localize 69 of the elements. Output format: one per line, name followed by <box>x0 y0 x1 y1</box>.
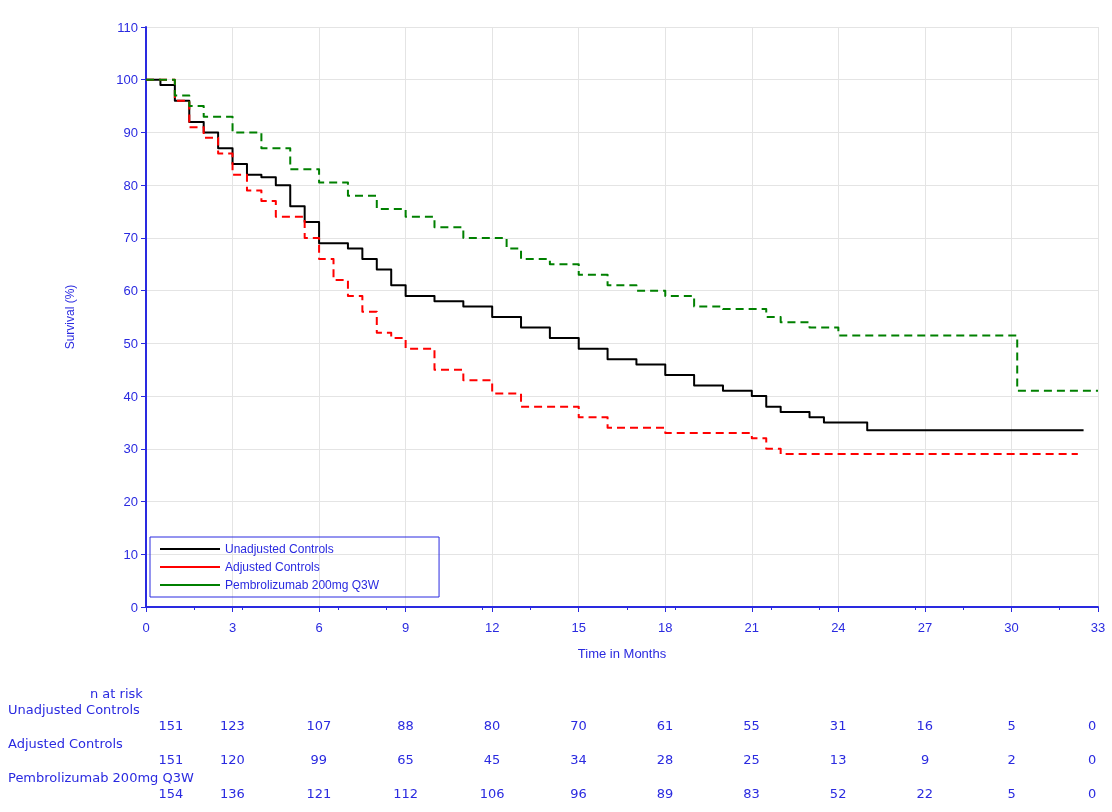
x-tick-label: 24 <box>831 620 846 635</box>
text: 136 <box>220 786 245 801</box>
text: n at risk <box>90 686 143 701</box>
x-tick-label: 33 <box>1090 620 1106 635</box>
text: Pembrolizumab 200mg Q3W <box>8 770 194 785</box>
y-tick-label: 10 <box>123 546 138 562</box>
text: 89 <box>656 786 674 801</box>
text: 112 <box>393 786 418 801</box>
legend-label: Adjusted Controls <box>225 560 320 574</box>
text: 0 <box>1088 752 1097 767</box>
text: Adjusted Controls <box>8 736 123 751</box>
text: 16 <box>916 718 933 733</box>
text: 13 <box>829 752 847 767</box>
text: 106 <box>479 786 505 801</box>
y-axis-title: Survival (%) <box>63 284 77 350</box>
text: 61 <box>656 718 674 733</box>
y-tick-label: 60 <box>123 283 138 299</box>
text: 34 <box>570 752 587 767</box>
x-tick-label: 12 <box>484 620 500 635</box>
text: 70 <box>570 718 587 733</box>
text: 107 <box>306 718 332 733</box>
text: 22 <box>916 786 933 801</box>
x-tick-label: 15 <box>571 620 586 635</box>
y-tick-label: 30 <box>123 441 138 457</box>
text: 65 <box>397 752 414 767</box>
text: 55 <box>743 718 760 733</box>
x-tick-label: 0 <box>142 620 150 635</box>
text: 45 <box>483 752 501 767</box>
text: 88 <box>397 718 414 733</box>
text: 123 <box>220 718 245 733</box>
text: 80 <box>483 718 501 733</box>
text: 28 <box>656 752 674 767</box>
x-tick-label: 30 <box>1004 620 1019 635</box>
legend-label: Unadjusted Controls <box>225 542 334 556</box>
x-tick-label: 6 <box>315 620 323 635</box>
text: 0 <box>1088 718 1097 733</box>
text: 83 <box>743 786 760 801</box>
text: 151 <box>158 718 184 733</box>
x-tick-label: 18 <box>658 620 673 635</box>
y-tick-label: 90 <box>123 124 138 140</box>
x-tick-label: 21 <box>744 620 760 635</box>
y-tick-label: 50 <box>123 335 138 351</box>
x-tick-label: 9 <box>402 620 410 635</box>
text: 99 <box>310 752 328 767</box>
y-tick-label: 0 <box>130 599 138 615</box>
legend-label: Pembrolizumab 200mg Q3W <box>225 578 380 592</box>
y-tick-label: 100 <box>116 72 138 88</box>
text: 2 <box>1007 752 1016 767</box>
text: 25 <box>743 752 760 767</box>
x-tick-label: 3 <box>228 620 237 635</box>
y-tick-label: 40 <box>123 388 138 404</box>
text: 0 <box>1088 786 1097 801</box>
text: 5 <box>1007 718 1016 733</box>
text: 120 <box>220 752 245 767</box>
y-tick-label: 70 <box>123 230 138 246</box>
text: 121 <box>306 786 332 801</box>
text: 154 <box>158 786 184 801</box>
x-axis-title: Time in Months <box>577 646 667 661</box>
text: 96 <box>570 786 587 801</box>
x-tick-label: 27 <box>917 620 933 635</box>
text: 5 <box>1007 786 1016 801</box>
y-tick-label: 110 <box>117 19 138 35</box>
text: Unadjusted Controls <box>8 702 140 717</box>
y-tick-label: 20 <box>123 494 138 510</box>
text: 151 <box>158 752 184 767</box>
text: 9 <box>920 752 930 767</box>
y-tick-label: 80 <box>123 177 138 193</box>
text: 31 <box>829 718 847 733</box>
text: 52 <box>829 786 847 801</box>
